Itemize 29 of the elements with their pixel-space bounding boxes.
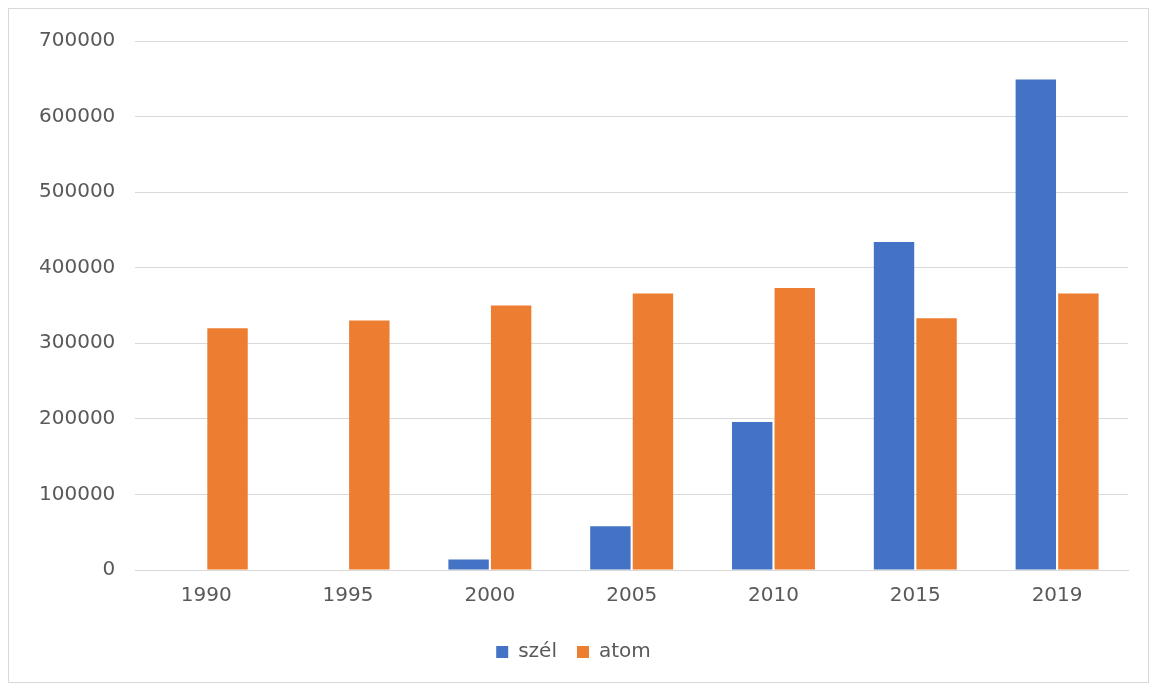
bar bbox=[1015, 79, 1057, 570]
y-tick-label: 600000 bbox=[38, 102, 116, 127]
x-tick-label: 1995 bbox=[322, 582, 374, 607]
bar bbox=[590, 526, 631, 570]
y-tick-label: 100000 bbox=[38, 480, 116, 505]
x-tick-label: 2019 bbox=[1031, 582, 1083, 607]
y-tick-label: 200000 bbox=[38, 405, 116, 430]
bar bbox=[873, 242, 915, 570]
legend-label: atom bbox=[598, 638, 651, 663]
bar bbox=[207, 328, 248, 570]
x-tick-label: 1990 bbox=[180, 582, 232, 607]
bar bbox=[1058, 293, 1099, 570]
bar bbox=[349, 320, 390, 570]
y-tick-label: 300000 bbox=[38, 329, 116, 354]
x-tick-label: 2010 bbox=[748, 582, 799, 607]
x-tick-label: 2000 bbox=[464, 582, 516, 607]
legend-label: szél bbox=[518, 638, 557, 663]
y-tick-label: 500000 bbox=[38, 178, 116, 203]
x-tick-label: 2005 bbox=[606, 582, 658, 607]
x-tick-label: 2015 bbox=[889, 582, 941, 607]
y-tick-label: 400000 bbox=[38, 253, 116, 278]
bar bbox=[490, 305, 532, 570]
bar bbox=[774, 288, 815, 570]
bar bbox=[448, 559, 489, 570]
y-tick-label: 0 bbox=[102, 556, 116, 581]
bar bbox=[732, 421, 773, 570]
y-tick-label: 700000 bbox=[38, 27, 116, 52]
bar bbox=[632, 293, 674, 570]
bar bbox=[916, 318, 957, 570]
